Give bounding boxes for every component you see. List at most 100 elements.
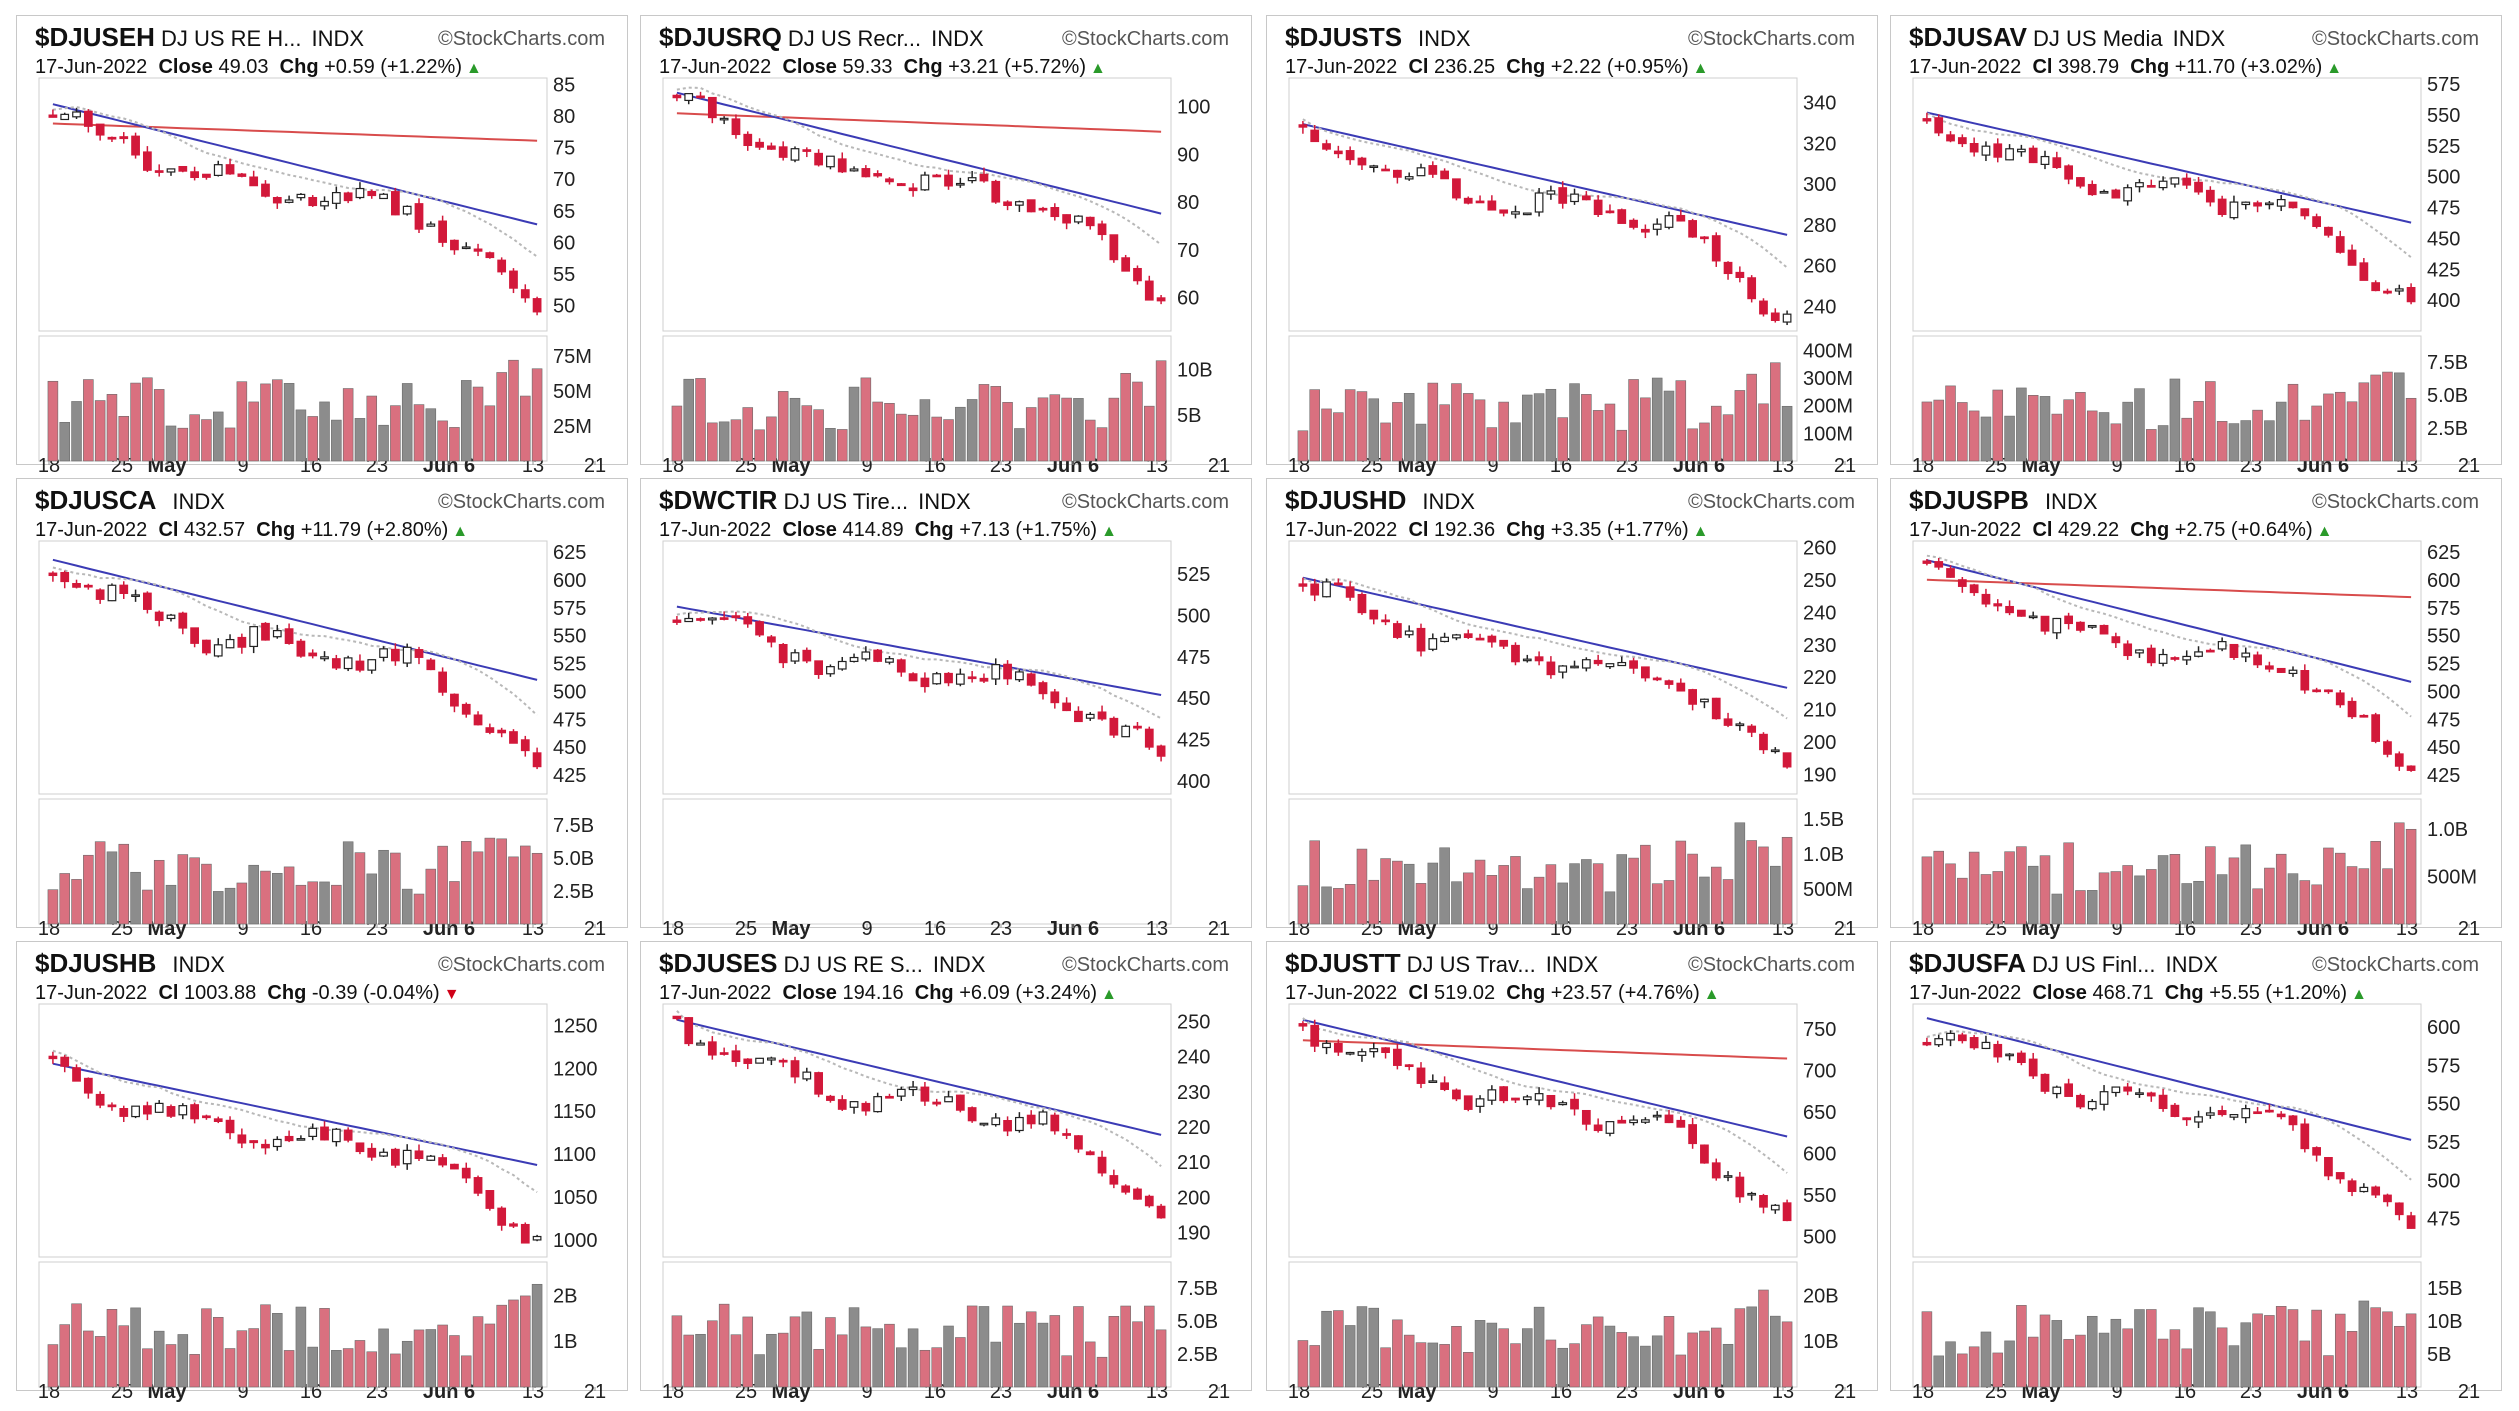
symbol[interactable]: $DJUSTS bbox=[1285, 22, 1403, 52]
close-value: 192.36 bbox=[1434, 519, 1496, 541]
volume-bar bbox=[47, 1344, 59, 1388]
volume-bar bbox=[2346, 866, 2358, 925]
candle bbox=[2017, 1050, 2026, 1066]
volume-bar bbox=[2323, 393, 2334, 462]
volume-bar bbox=[165, 1344, 177, 1388]
symbol[interactable]: $DJUSCA bbox=[35, 485, 157, 515]
volume-bar bbox=[449, 881, 460, 925]
triangle-up-icon: ▲ bbox=[1692, 60, 1709, 77]
candle bbox=[296, 638, 306, 658]
y-tick-label: 500 bbox=[1803, 1226, 1836, 1248]
volume-bar bbox=[2110, 423, 2122, 462]
candle bbox=[719, 611, 729, 621]
volume-bar bbox=[342, 1348, 354, 1388]
candle bbox=[2135, 1088, 2144, 1098]
symbol[interactable]: $DJUSRQ bbox=[659, 22, 782, 52]
candle bbox=[2383, 739, 2392, 758]
symbol[interactable]: $DJUSHD bbox=[1285, 485, 1407, 515]
volume-bar bbox=[1096, 427, 1108, 462]
panel-header: $DJUSHB INDX bbox=[35, 948, 225, 979]
volume-bar bbox=[2370, 841, 2381, 925]
instrument-type: INDX bbox=[172, 952, 225, 977]
candle bbox=[131, 589, 140, 602]
chg-value: +11.79 (+2.80%) bbox=[300, 519, 449, 541]
candle bbox=[2229, 643, 2239, 660]
ma-20-line bbox=[676, 1010, 1162, 1168]
symbol[interactable]: $DJUSTT bbox=[1285, 948, 1401, 978]
candle bbox=[1487, 195, 1497, 211]
volume-bar bbox=[1002, 402, 1013, 462]
y-tick-label: 625 bbox=[553, 542, 586, 564]
candle bbox=[473, 243, 483, 257]
volume-tick-label: 500M bbox=[2427, 866, 2477, 888]
symbol[interactable]: $DWCTIR bbox=[659, 485, 778, 515]
candle bbox=[2312, 1146, 2321, 1162]
symbol[interactable]: $DJUSES bbox=[659, 948, 778, 978]
chart-panel-djuseh: $DJUSEH DJ US RE H... INDX ©StockCharts.com… bbox=[16, 15, 628, 477]
volume-bar bbox=[695, 1333, 706, 1388]
volume-bar bbox=[1380, 858, 1391, 925]
candle bbox=[767, 635, 776, 648]
candle bbox=[719, 116, 729, 125]
y-tick-label: 450 bbox=[553, 737, 586, 759]
volume-bar bbox=[484, 1323, 496, 1388]
y-tick-label: 575 bbox=[2427, 1055, 2460, 1077]
volume-bar bbox=[1462, 393, 1474, 462]
volume-bar bbox=[106, 1309, 118, 1388]
candle bbox=[2135, 649, 2144, 658]
candle bbox=[119, 581, 129, 599]
volume-tick-label: 50M bbox=[553, 381, 592, 403]
watermark: ©StockCharts.com bbox=[1061, 491, 1229, 513]
candle bbox=[1428, 161, 1438, 178]
volume-bar bbox=[342, 841, 354, 925]
y-tick-label: 200 bbox=[1803, 732, 1836, 754]
symbol[interactable]: $DJUSPB bbox=[1909, 485, 2029, 515]
volume-bar bbox=[531, 368, 543, 462]
volume-bar bbox=[978, 1306, 990, 1388]
instrument-type: INDX bbox=[931, 26, 984, 51]
y-tick-label: 475 bbox=[2427, 198, 2460, 220]
volume-bar bbox=[496, 1304, 507, 1388]
symbol[interactable]: $DJUSHB bbox=[35, 948, 157, 978]
candle bbox=[119, 1105, 129, 1123]
candle bbox=[719, 1047, 729, 1056]
candle bbox=[837, 152, 847, 174]
symbol[interactable]: $DJUSAV bbox=[1909, 22, 2028, 52]
candle bbox=[2040, 615, 2050, 635]
candle bbox=[1038, 1109, 1048, 1126]
volume-bar bbox=[201, 419, 212, 462]
volume-bar bbox=[1049, 394, 1061, 462]
volume-bar bbox=[813, 409, 824, 462]
volume-bar bbox=[931, 416, 942, 462]
candle bbox=[1026, 1110, 1036, 1129]
candle bbox=[1641, 224, 1650, 239]
candle bbox=[1759, 732, 1768, 754]
volume-tick-label: 1.0B bbox=[2427, 819, 2468, 841]
candle bbox=[1546, 656, 1556, 679]
price-pane bbox=[1912, 1003, 2422, 1258]
y-tick-label: 450 bbox=[1177, 688, 1210, 710]
volume-bar bbox=[1592, 410, 1604, 462]
volume-bar bbox=[460, 380, 472, 462]
y-tick-label: 475 bbox=[553, 709, 586, 731]
volume-bar bbox=[1155, 360, 1167, 462]
symbol[interactable]: $DJUSFA bbox=[1909, 948, 2027, 978]
ma-200-line bbox=[52, 122, 538, 142]
ma-200-line bbox=[1302, 1039, 1788, 1060]
volume-bar bbox=[1344, 389, 1356, 462]
volume-bar bbox=[1734, 1308, 1746, 1388]
ma-20-line bbox=[676, 610, 1162, 720]
y-tick-label: 600 bbox=[553, 570, 586, 592]
y-tick-label: 500 bbox=[2427, 1170, 2460, 1192]
volume-bar bbox=[2216, 421, 2228, 462]
quote-date: 17-Jun-2022 bbox=[1909, 982, 2022, 1004]
candle bbox=[296, 1135, 306, 1141]
symbol[interactable]: $DJUSEH bbox=[35, 22, 155, 52]
volume-bar bbox=[695, 378, 706, 462]
volume-bar bbox=[766, 1333, 777, 1388]
candle bbox=[1735, 266, 1745, 283]
close-label: Cl bbox=[2032, 56, 2053, 78]
volume-bar bbox=[1120, 373, 1131, 462]
candle bbox=[2158, 648, 2168, 667]
volume-bar bbox=[990, 1341, 1002, 1388]
